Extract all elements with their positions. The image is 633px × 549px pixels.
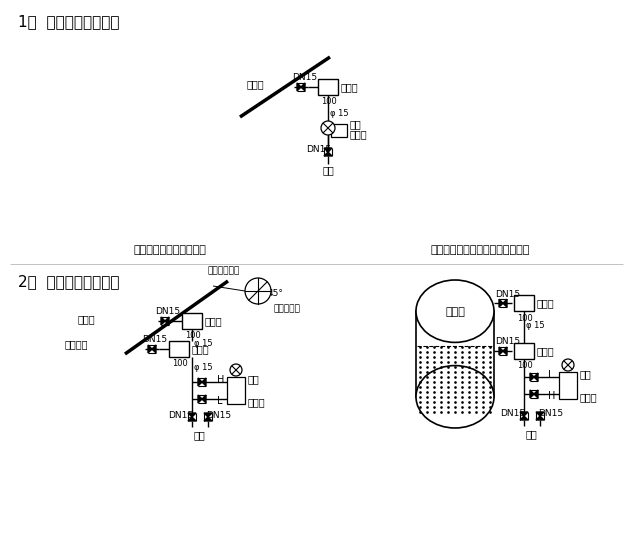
Polygon shape xyxy=(152,345,156,353)
Polygon shape xyxy=(324,148,332,152)
Text: 平衡罐: 平衡罐 xyxy=(537,298,555,308)
Text: DN15: DN15 xyxy=(168,411,193,419)
Ellipse shape xyxy=(416,366,494,428)
Text: 变送器: 变送器 xyxy=(350,129,368,139)
Text: 平衡罐: 平衡罐 xyxy=(341,82,359,92)
Text: DN15: DN15 xyxy=(206,411,231,419)
Polygon shape xyxy=(301,83,305,91)
Text: 闪蔻罐: 闪蔻罐 xyxy=(445,307,465,317)
Polygon shape xyxy=(503,347,507,355)
Text: DN15: DN15 xyxy=(142,334,167,344)
Text: DN15: DN15 xyxy=(538,410,563,418)
Text: 蒸汽管: 蒸汽管 xyxy=(78,314,96,324)
Text: 引出测量点: 引出测量点 xyxy=(273,305,300,313)
Text: 变送器: 变送器 xyxy=(248,397,266,407)
Polygon shape xyxy=(202,395,206,403)
Polygon shape xyxy=(148,345,152,353)
Text: H: H xyxy=(548,391,555,401)
Circle shape xyxy=(230,364,242,376)
Text: φ 15: φ 15 xyxy=(526,321,544,330)
Text: 差压: 差压 xyxy=(248,374,260,384)
Text: 排污: 排污 xyxy=(526,429,538,439)
Polygon shape xyxy=(534,373,538,381)
Polygon shape xyxy=(188,413,196,417)
Polygon shape xyxy=(530,373,534,381)
Text: 45°: 45° xyxy=(268,289,284,298)
Text: φ 15: φ 15 xyxy=(194,339,213,348)
Bar xyxy=(331,124,347,137)
Ellipse shape xyxy=(416,280,494,343)
Circle shape xyxy=(562,359,574,371)
Polygon shape xyxy=(534,390,538,398)
Text: DN15: DN15 xyxy=(495,290,520,299)
Text: 100: 100 xyxy=(517,313,533,323)
Text: 测管道差压的安装示意图: 测管道差压的安装示意图 xyxy=(134,245,206,255)
Text: φ 15: φ 15 xyxy=(194,362,213,372)
Text: 平衡罐: 平衡罐 xyxy=(537,346,555,356)
Text: 2、  差压变送器安装图: 2、 差压变送器安装图 xyxy=(18,274,120,289)
Polygon shape xyxy=(188,417,196,421)
Text: 冷凝水管: 冷凝水管 xyxy=(65,339,89,349)
Text: DN15: DN15 xyxy=(306,145,331,154)
Text: 100: 100 xyxy=(172,360,188,368)
Bar xyxy=(227,377,245,404)
Text: 100: 100 xyxy=(517,361,533,371)
Polygon shape xyxy=(530,390,534,398)
Text: DN15: DN15 xyxy=(500,410,525,418)
Text: 蒸汽管横截面: 蒸汽管横截面 xyxy=(208,266,241,276)
Polygon shape xyxy=(204,417,212,421)
Bar xyxy=(169,341,189,357)
Polygon shape xyxy=(202,378,206,386)
Text: 变送器: 变送器 xyxy=(580,392,598,402)
Polygon shape xyxy=(204,413,212,417)
Text: φ 15: φ 15 xyxy=(330,109,349,117)
Polygon shape xyxy=(198,378,202,386)
Text: 100: 100 xyxy=(185,332,201,340)
Bar xyxy=(416,311,494,397)
Text: 1、  压力变送器安装图: 1、 压力变送器安装图 xyxy=(18,14,120,29)
Polygon shape xyxy=(297,83,301,91)
Text: DN15: DN15 xyxy=(155,306,180,316)
Circle shape xyxy=(245,278,271,304)
Polygon shape xyxy=(520,416,528,420)
Text: H: H xyxy=(217,375,224,385)
Text: 测闪蔻罐冷凝水液位的安装示意图: 测闪蔻罐冷凝水液位的安装示意图 xyxy=(430,245,530,255)
Polygon shape xyxy=(536,412,544,416)
Bar xyxy=(182,313,202,329)
Text: DN15: DN15 xyxy=(292,74,317,82)
Polygon shape xyxy=(499,347,503,355)
Text: 平衡罐: 平衡罐 xyxy=(205,316,223,326)
Bar xyxy=(318,79,338,95)
Polygon shape xyxy=(499,299,503,307)
Text: 排污: 排污 xyxy=(323,165,335,175)
Text: L: L xyxy=(217,396,223,406)
Text: 平衡罐: 平衡罐 xyxy=(192,344,210,354)
Text: L: L xyxy=(548,370,553,380)
Polygon shape xyxy=(165,317,169,325)
Bar xyxy=(559,372,577,399)
Text: 压力: 压力 xyxy=(350,119,361,129)
Text: DN15: DN15 xyxy=(495,338,520,346)
Polygon shape xyxy=(324,152,332,156)
Text: 蒸汽管: 蒸汽管 xyxy=(247,79,265,89)
Text: 排污: 排污 xyxy=(194,430,206,440)
Text: 100: 100 xyxy=(321,98,337,107)
Polygon shape xyxy=(503,299,507,307)
Text: 差压: 差压 xyxy=(580,369,592,379)
Polygon shape xyxy=(536,416,544,420)
Bar xyxy=(514,295,534,311)
Polygon shape xyxy=(198,395,202,403)
Polygon shape xyxy=(161,317,165,325)
Bar xyxy=(514,343,534,359)
Circle shape xyxy=(321,121,335,135)
Polygon shape xyxy=(520,412,528,416)
